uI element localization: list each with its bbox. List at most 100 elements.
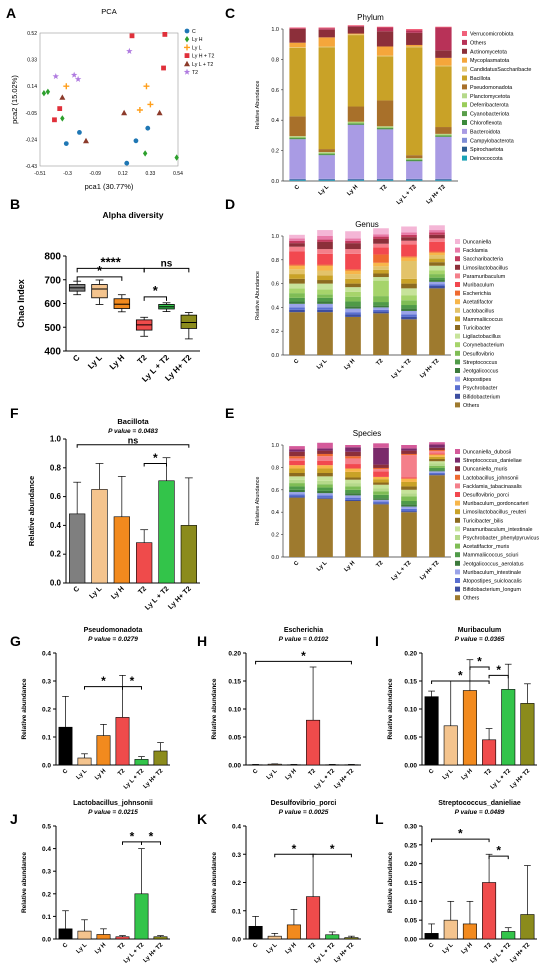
stack-segment	[401, 295, 417, 301]
bar	[520, 703, 535, 766]
data-point	[63, 141, 69, 147]
stack-segment	[401, 511, 417, 513]
chart-title: Lactobacillus_johnsonii	[73, 800, 153, 807]
legend-label: Others	[470, 40, 486, 46]
stack-segment	[429, 453, 445, 455]
x-axis-label: pca1 (30.77%)	[85, 182, 134, 191]
bar	[482, 882, 497, 940]
legend-label: Deferribacterota	[470, 103, 509, 109]
legend-label: Actinomycetota	[470, 49, 507, 55]
bar	[443, 919, 458, 940]
legend-swatch	[455, 247, 460, 253]
bar	[96, 735, 111, 766]
stack-segment	[376, 129, 394, 179]
stack-segment	[317, 294, 333, 298]
stack-segment	[289, 293, 305, 298]
legend-label: Psychrobacter_phenylpyruvicus	[463, 536, 539, 542]
stack-segment	[289, 486, 305, 490]
plot-frame	[39, 32, 179, 167]
stack-segment	[317, 442, 333, 449]
stack-segment	[373, 302, 389, 306]
stack-segment	[429, 265, 445, 271]
bar	[69, 513, 86, 584]
stack-segment	[317, 241, 333, 250]
data-point	[184, 28, 190, 34]
data-point	[143, 83, 150, 90]
panel-letter-I: I	[375, 633, 379, 649]
stack-segment	[376, 27, 394, 32]
stack-segment	[317, 495, 333, 498]
stack-segment	[347, 179, 365, 181]
p-value: P value = 0.0483	[108, 428, 158, 435]
bar	[180, 525, 197, 584]
stack-segment	[317, 465, 333, 469]
stack-segment	[317, 303, 333, 308]
stack-segment	[373, 469, 389, 472]
stacked-bar-e: Species 0.0 0.2 0.4 0.6 0.8 1.0 Relative Abunda…	[255, 429, 539, 602]
x-tick-label: Ly L	[76, 942, 89, 955]
stack-segment	[289, 243, 305, 247]
y-tick-label: 0.2	[42, 891, 51, 898]
legend-label: Ligilactobacillus	[463, 334, 501, 340]
y-tick-label: 0.6	[50, 492, 62, 501]
stack-segment	[345, 447, 361, 452]
legend-swatch	[455, 256, 460, 262]
bar	[115, 717, 130, 766]
stack-segment	[289, 497, 305, 557]
stack-segment	[318, 179, 335, 181]
legend-swatch	[455, 543, 460, 549]
panel-letter-E: E	[225, 405, 234, 421]
stack-segment	[429, 459, 445, 462]
y-tick-label: 0.2	[42, 707, 51, 714]
stack-segment	[406, 180, 423, 181]
data-point	[183, 68, 191, 75]
legend-label: Campylobacterota	[470, 138, 514, 144]
bar	[248, 925, 263, 940]
stack-segment	[401, 445, 417, 449]
data-point	[133, 138, 139, 144]
stack-segment	[373, 488, 389, 492]
stack-segment	[401, 257, 417, 261]
legend-swatch	[455, 569, 460, 575]
y-tick-label: 0.0	[271, 179, 279, 185]
stack-segment	[347, 121, 365, 123]
stack-segment	[401, 489, 417, 494]
stack-segment	[429, 238, 445, 242]
legend-swatch	[455, 526, 460, 532]
y-tick-label: 0.15	[404, 679, 417, 686]
chart-title: Streptococcus_danieliae	[438, 800, 521, 807]
stack-segment	[406, 158, 423, 160]
x-tick-label: T2	[375, 358, 384, 367]
stack-segment	[406, 46, 423, 48]
stack-segment	[406, 161, 423, 179]
stack-segment	[347, 25, 365, 27]
stack-segment	[435, 65, 452, 67]
stack-segment	[318, 46, 335, 48]
chart-title: Bacillota	[117, 417, 149, 426]
stack-segment	[289, 48, 306, 117]
panel-letter-A: A	[6, 5, 16, 21]
stack-segment	[347, 123, 365, 124]
stack-segment	[401, 260, 417, 279]
y-tick-label: 0.4	[42, 846, 51, 853]
legend-swatch	[455, 307, 460, 313]
x-tick-label: Ly H	[461, 942, 474, 955]
y-tick-label: 0.2	[50, 550, 62, 559]
y-tick-label: 0.05	[228, 735, 241, 742]
bar	[77, 930, 92, 940]
stack-segment	[317, 453, 333, 457]
bar	[424, 933, 439, 940]
x-tick-label: T2	[308, 942, 318, 952]
significance-label: *	[477, 655, 482, 669]
stack-segment	[373, 307, 389, 310]
stack-segment	[289, 465, 305, 469]
stack-segment	[401, 478, 417, 482]
stack-segment	[373, 280, 389, 297]
box	[91, 284, 108, 299]
stack-segment	[429, 270, 445, 275]
stack-segment	[429, 232, 445, 235]
stack-segment	[345, 306, 361, 309]
y-axis-label: pca2 (15.02%)	[10, 75, 19, 124]
legend-swatch	[462, 146, 467, 152]
stack-segment	[406, 32, 423, 45]
